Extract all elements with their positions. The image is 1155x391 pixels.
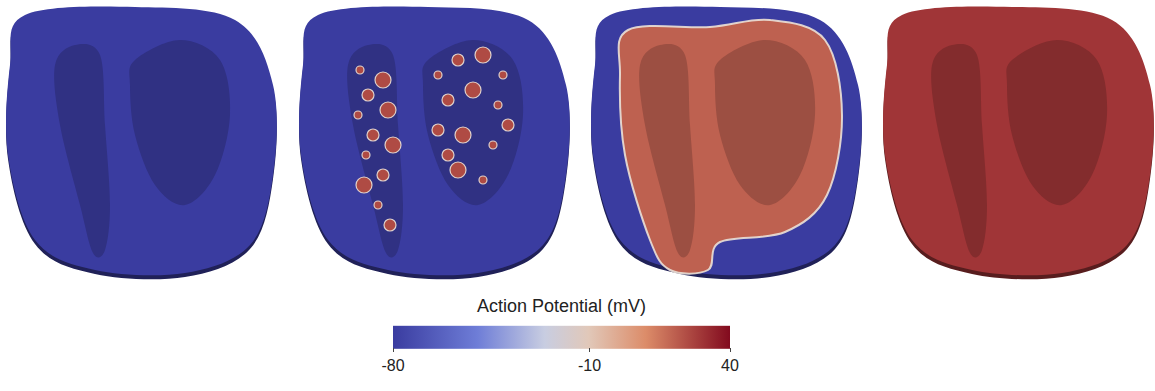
svg-text:-10: -10 xyxy=(578,357,601,374)
svg-text:40: 40 xyxy=(721,357,739,374)
svg-text:Action Potential (mV): Action Potential (mV) xyxy=(477,296,646,316)
svg-text:-80: -80 xyxy=(381,357,404,374)
